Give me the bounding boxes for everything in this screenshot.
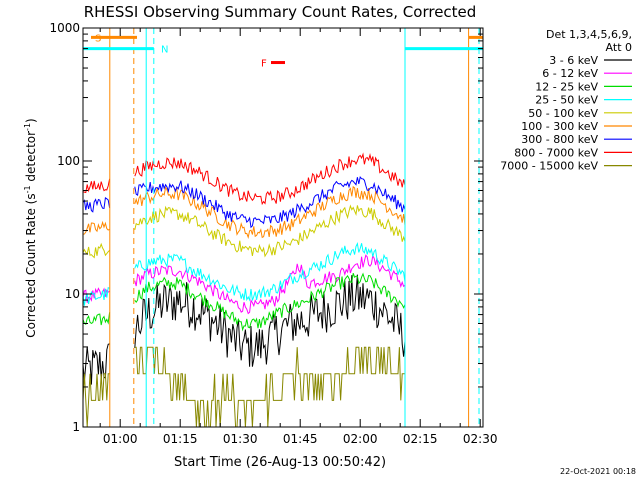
y-axis-label: Corrected Count Rate (s-1 detector-1)	[23, 118, 38, 337]
legend-label-5: 100 - 300 keV	[521, 120, 598, 133]
y-axis-label-main: Corrected Count Rate (s	[24, 193, 38, 337]
legend-header-attenuator: Att 0	[606, 41, 632, 54]
series-line-5	[82, 185, 406, 239]
series-line-7	[82, 152, 406, 206]
flags-layer: S N F	[83, 28, 483, 427]
y-tick-label-0: 1	[72, 420, 80, 434]
series-line-2	[82, 272, 406, 332]
flag-label-n: N	[161, 45, 168, 56]
y-tick-label-1: 10	[65, 287, 80, 301]
legend-label-2: 12 - 25 keV	[535, 80, 598, 93]
series-line-3	[82, 241, 406, 306]
series-line-0	[82, 274, 406, 385]
y-axis-label-sup2: -1	[23, 123, 32, 131]
plot-frame	[82, 27, 484, 428]
y-axis-label-end: )	[24, 118, 38, 123]
flag-label-f: F	[261, 59, 267, 70]
y-axis-label-mid: detector	[24, 131, 38, 186]
series-line-1	[82, 254, 406, 315]
y-tick-label-3: 1000	[49, 21, 80, 35]
legend-label-4: 50 - 100 keV	[528, 107, 598, 120]
legend-label-1: 6 - 12 keV	[542, 67, 598, 80]
x-tick-label-2: 01:30	[223, 432, 258, 446]
legend-header-detectors: Det 1,3,4,5,6,9,	[546, 28, 632, 41]
series-layer	[82, 152, 406, 428]
x-tick-label-4: 02:00	[343, 432, 378, 446]
x-tick-label-1: 01:15	[163, 432, 198, 446]
chart-title: RHESSI Observing Summary Count Rates, Co…	[84, 3, 477, 21]
flag-label-s: S	[95, 33, 101, 44]
series-line-4	[82, 204, 406, 259]
x-tick-label-3: 01:45	[283, 432, 318, 446]
x-tick-label-0: 01:00	[103, 432, 138, 446]
legend-label-0: 3 - 6 keV	[549, 54, 598, 67]
series-line-6	[82, 176, 406, 229]
x-tick-label-5: 02:15	[403, 432, 438, 446]
series-line-8	[82, 346, 405, 428]
legend-label-3: 25 - 50 keV	[535, 94, 598, 107]
legend-label-8: 7000 - 15000 keV	[500, 160, 598, 173]
x-axis-label: Start Time (26-Aug-13 00:50:42)	[174, 455, 386, 470]
legend-label-6: 300 - 800 keV	[521, 133, 598, 146]
footer-timestamp: 22-Oct-2021 00:18	[560, 467, 636, 476]
y-axis-label-sup1: -1	[23, 185, 32, 193]
x-tick-label-6: 02:30	[463, 432, 498, 446]
axis-ticks: 01:00 01:15 01:30 01:45 02:00 02:15 02:30 1 10 10…	[49, 21, 497, 446]
y-tick-label-2: 100	[57, 154, 80, 168]
legend-label-7: 800 - 7000 keV	[514, 146, 598, 159]
